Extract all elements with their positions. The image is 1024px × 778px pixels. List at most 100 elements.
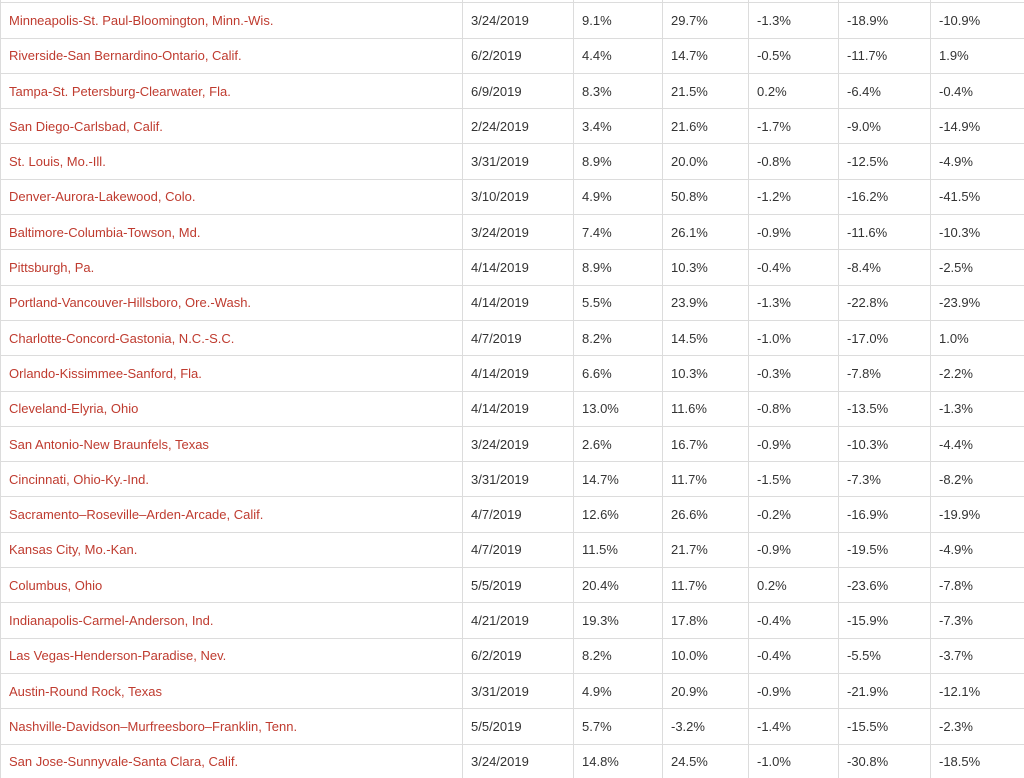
metro-link[interactable]: Sacramento–Roseville–Arden-Arcade, Calif…: [0, 496, 463, 533]
table-row: Orlando-Kissimmee-Sanford, Fla. 4/14/2019…: [0, 355, 1024, 392]
value-cell: -12.5%: [838, 143, 931, 180]
value-cell: 5.7%: [573, 708, 663, 745]
value-cell: -0.8%: [748, 143, 839, 180]
metro-link[interactable]: San Antonio-New Braunfels, Texas: [0, 425, 463, 463]
table-row: Charlotte-Concord-Gastonia, N.C.-S.C. 4/7…: [0, 319, 1024, 357]
metro-link[interactable]: San Diego-Carlsbad, Calif.: [0, 108, 463, 145]
value-cell: 6.6%: [573, 355, 663, 392]
value-cell: -11.6%: [838, 214, 931, 251]
value-cell: 12.6%: [573, 496, 663, 533]
value-cell: -2.3%: [930, 708, 1024, 745]
date-cell: 6/2/2019: [462, 637, 574, 674]
value-cell: 8.9%: [573, 249, 663, 286]
date-cell: 3/24/2019: [462, 743, 574, 778]
table-row: Nashville-Davidson–Murfreesboro–Franklin…: [0, 708, 1024, 745]
value-cell: -16.9%: [838, 496, 931, 533]
date-cell: 3/24/2019: [462, 425, 574, 463]
value-cell: -15.9%: [838, 602, 931, 639]
date-cell: 4/7/2019: [462, 531, 574, 569]
value-cell: 20.4%: [573, 567, 663, 604]
value-cell: -22.8%: [838, 284, 931, 321]
value-cell: 14.7%: [573, 461, 663, 498]
table-row: Baltimore-Columbia-Towson, Md. 3/24/2019 7…: [0, 214, 1024, 251]
value-cell: -4.4%: [930, 425, 1024, 463]
value-cell: -0.5%: [748, 37, 839, 74]
metro-link[interactable]: Orlando-Kissimmee-Sanford, Fla.: [0, 355, 463, 392]
date-cell: 4/7/2019: [462, 496, 574, 533]
value-cell: 50.8%: [662, 178, 749, 216]
table-row: Columbus, Ohio 5/5/2019 20.4% 11.7% 0.2% -23.…: [0, 567, 1024, 604]
date-cell: 3/10/2019: [462, 178, 574, 216]
value-cell: -1.7%: [748, 108, 839, 145]
table-row: Pittsburgh, Pa. 4/14/2019 8.9% 10.3% -0.4% -8…: [0, 249, 1024, 286]
table-row: Kansas City, Mo.-Kan. 4/7/2019 11.5% 21.7% -…: [0, 531, 1024, 569]
metro-link[interactable]: Tampa-St. Petersburg-Clearwater, Fla.: [0, 72, 463, 110]
table-row: Austin-Round Rock, Texas 3/31/2019 4.9% 20.…: [0, 672, 1024, 710]
value-cell: -4.9%: [930, 531, 1024, 569]
metro-link[interactable]: Riverside-San Bernardino-Ontario, Calif.: [0, 37, 463, 74]
value-cell: 5.5%: [573, 284, 663, 321]
metro-link[interactable]: Pittsburgh, Pa.: [0, 249, 463, 286]
date-cell: 5/5/2019: [462, 567, 574, 604]
value-cell: -3.7%: [930, 637, 1024, 674]
date-cell: 4/14/2019: [462, 355, 574, 392]
value-cell: -21.9%: [838, 672, 931, 710]
metro-link[interactable]: Charlotte-Concord-Gastonia, N.C.-S.C.: [0, 319, 463, 357]
value-cell: -7.8%: [838, 355, 931, 392]
table-row: Portland-Vancouver-Hillsboro, Ore.-Wash.…: [0, 284, 1024, 321]
value-cell: -8.4%: [838, 249, 931, 286]
value-cell: -0.3%: [748, 355, 839, 392]
date-cell: 3/24/2019: [462, 214, 574, 251]
value-cell: -0.9%: [748, 672, 839, 710]
value-cell: 1.0%: [930, 319, 1024, 357]
date-cell: 4/21/2019: [462, 602, 574, 639]
value-cell: -0.9%: [748, 425, 839, 463]
value-cell: 4.4%: [573, 37, 663, 74]
metro-link[interactable]: Denver-Aurora-Lakewood, Colo.: [0, 178, 463, 216]
value-cell: 4.9%: [573, 178, 663, 216]
value-cell: 20.0%: [662, 143, 749, 180]
value-cell: -0.4%: [748, 602, 839, 639]
value-cell: 11.7%: [662, 461, 749, 498]
metro-link[interactable]: Nashville-Davidson–Murfreesboro–Franklin…: [0, 708, 463, 745]
value-cell: -16.2%: [838, 178, 931, 216]
value-cell: -8.2%: [930, 461, 1024, 498]
value-cell: -23.6%: [838, 567, 931, 604]
metro-link[interactable]: Baltimore-Columbia-Towson, Md.: [0, 214, 463, 251]
table-row: Sacramento–Roseville–Arden-Arcade, Calif…: [0, 496, 1024, 533]
value-cell: -1.4%: [748, 708, 839, 745]
date-cell: 4/14/2019: [462, 284, 574, 321]
value-cell: 10.0%: [662, 637, 749, 674]
table-row: Indianapolis-Carmel-Anderson, Ind. 4/21/2…: [0, 602, 1024, 639]
value-cell: -18.5%: [930, 743, 1024, 778]
value-cell: 21.6%: [662, 108, 749, 145]
metro-link[interactable]: Austin-Round Rock, Texas: [0, 672, 463, 710]
value-cell: -14.9%: [930, 108, 1024, 145]
metro-link[interactable]: Indianapolis-Carmel-Anderson, Ind.: [0, 602, 463, 639]
value-cell: -1.5%: [748, 461, 839, 498]
metro-link[interactable]: Columbus, Ohio: [0, 567, 463, 604]
metro-link[interactable]: St. Louis, Mo.-Ill.: [0, 143, 463, 180]
value-cell: 14.5%: [662, 319, 749, 357]
metro-link[interactable]: Minneapolis-St. Paul-Bloomington, Minn.-…: [0, 2, 463, 39]
metro-link[interactable]: Portland-Vancouver-Hillsboro, Ore.-Wash.: [0, 284, 463, 321]
metro-link[interactable]: Cleveland-Elyria, Ohio: [0, 390, 463, 427]
metro-link[interactable]: Cincinnati, Ohio-Ky.-Ind.: [0, 461, 463, 498]
value-cell: -0.8%: [748, 390, 839, 427]
value-cell: 11.6%: [662, 390, 749, 427]
date-cell: 4/7/2019: [462, 319, 574, 357]
metro-link[interactable]: Kansas City, Mo.-Kan.: [0, 531, 463, 569]
value-cell: -1.3%: [930, 390, 1024, 427]
value-cell: -4.9%: [930, 143, 1024, 180]
table-row: Denver-Aurora-Lakewood, Colo. 3/10/2019 4.…: [0, 178, 1024, 216]
value-cell: 10.3%: [662, 249, 749, 286]
table-row: San Jose-Sunnyvale-Santa Clara, Calif. 3/…: [0, 743, 1024, 778]
value-cell: 19.3%: [573, 602, 663, 639]
metro-link[interactable]: Las Vegas-Henderson-Paradise, Nev.: [0, 637, 463, 674]
value-cell: -11.7%: [838, 37, 931, 74]
value-cell: -13.5%: [838, 390, 931, 427]
metro-link[interactable]: San Jose-Sunnyvale-Santa Clara, Calif.: [0, 743, 463, 778]
